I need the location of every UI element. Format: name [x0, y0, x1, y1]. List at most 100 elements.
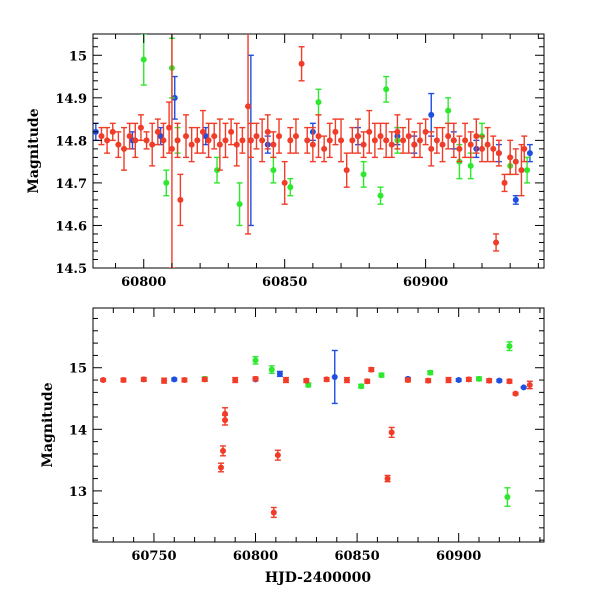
- red-data-point: [149, 141, 156, 148]
- blue-data-point: [331, 373, 338, 380]
- red-data-point: [282, 377, 289, 384]
- y-tick-label: 15: [69, 49, 87, 64]
- panel-bottom-ticks: 60750 60800 60850 60900 13 14 15: [69, 308, 544, 564]
- red-data-point: [445, 133, 452, 140]
- red-data-point: [512, 390, 519, 397]
- red-data-point: [309, 141, 316, 148]
- green-data-point: [427, 369, 434, 376]
- red-data-point: [160, 137, 167, 144]
- red-data-point: [104, 137, 111, 144]
- x-tick-label: 60750: [131, 549, 176, 564]
- red-data-point: [140, 376, 147, 383]
- red-data-point: [137, 124, 144, 131]
- green-data-point: [315, 99, 322, 106]
- red-data-point: [120, 377, 127, 384]
- red-data-point: [287, 137, 294, 144]
- red-data-point: [217, 464, 224, 471]
- y-tick-label: 14.9: [55, 92, 87, 107]
- panel-bottom-frame: [92, 307, 545, 543]
- red-data-point: [239, 137, 246, 144]
- red-data-point: [478, 145, 485, 152]
- red-data-point: [166, 124, 173, 131]
- red-data-point: [445, 377, 452, 384]
- red-data-point: [450, 137, 457, 144]
- red-data-point: [462, 137, 469, 144]
- panel-top-markers: [93, 34, 533, 268]
- red-data-point: [304, 137, 311, 144]
- red-data-point: [247, 137, 254, 144]
- red-data-point: [228, 128, 235, 135]
- panel-top-ticks: 60800 60850 60900 14.5 14.6 14.7 14.8 14.9 15: [55, 34, 544, 290]
- red-data-point: [349, 137, 356, 144]
- red-data-point: [220, 447, 227, 454]
- red-data-point: [493, 239, 500, 246]
- red-data-point: [199, 128, 206, 135]
- red-data-point: [321, 145, 328, 152]
- panel-top-frame: [92, 33, 545, 269]
- red-data-point: [292, 133, 299, 140]
- green-data-point: [383, 86, 390, 93]
- green-data-point: [360, 171, 367, 178]
- green-data-point: [378, 372, 385, 379]
- blue-data-point: [171, 376, 178, 383]
- y-tick-label: 13: [69, 485, 87, 500]
- green-data-point: [140, 56, 147, 63]
- green-data-point: [445, 107, 452, 114]
- red-data-point: [377, 133, 384, 140]
- blue-data-point: [496, 377, 503, 384]
- red-data-point: [211, 133, 218, 140]
- y-tick-label: 14.6: [55, 219, 87, 234]
- green-data-point: [268, 366, 275, 373]
- red-data-point: [338, 137, 345, 144]
- panel-bottom-xlabel: HJD-2400000: [265, 570, 372, 586]
- red-data-point: [383, 137, 390, 144]
- red-data-point: [405, 133, 412, 140]
- red-data-point: [98, 133, 105, 140]
- red-data-point: [276, 133, 283, 140]
- red-data-point: [456, 145, 463, 152]
- red-data-point: [428, 145, 435, 152]
- red-data-point: [126, 133, 133, 140]
- red-data-point: [465, 376, 472, 383]
- red-data-point: [222, 137, 229, 144]
- red-data-point: [404, 377, 411, 384]
- red-data-point: [394, 128, 401, 135]
- red-data-point: [506, 378, 513, 385]
- red-data-point: [100, 377, 107, 384]
- y-tick-label: 14.8: [55, 134, 87, 149]
- red-data-point: [161, 377, 168, 384]
- red-data-point: [366, 128, 373, 135]
- red-data-point: [512, 158, 519, 165]
- red-data-point: [205, 137, 212, 144]
- red-data-point: [132, 137, 139, 144]
- blue-data-point: [276, 370, 283, 377]
- red-data-point: [233, 141, 240, 148]
- y-tick-label: 14: [69, 423, 87, 438]
- green-data-point: [504, 494, 511, 501]
- red-data-point: [216, 141, 223, 148]
- y-tick-label: 14.7: [55, 177, 87, 192]
- red-data-point: [245, 103, 252, 110]
- blue-data-point: [520, 384, 527, 391]
- x-tick-label: 60850: [262, 275, 307, 290]
- red-data-point: [315, 133, 322, 140]
- red-data-point: [298, 60, 305, 67]
- x-tick-label: 60800: [233, 549, 278, 564]
- red-data-point: [264, 128, 271, 135]
- y-tick-label: 15: [69, 362, 87, 377]
- green-data-point: [236, 201, 243, 208]
- blue-data-point: [428, 111, 435, 118]
- red-data-point: [154, 128, 161, 135]
- red-data-point: [183, 133, 190, 140]
- y-tick-label: 14.5: [55, 262, 87, 277]
- red-data-point: [364, 378, 371, 385]
- red-data-point: [252, 375, 259, 382]
- red-data-point: [274, 452, 281, 459]
- red-data-point: [343, 377, 350, 384]
- red-data-point: [343, 167, 350, 174]
- green-data-point: [506, 343, 513, 350]
- red-data-point: [360, 141, 367, 148]
- red-data-point: [323, 376, 330, 383]
- red-data-point: [201, 376, 208, 383]
